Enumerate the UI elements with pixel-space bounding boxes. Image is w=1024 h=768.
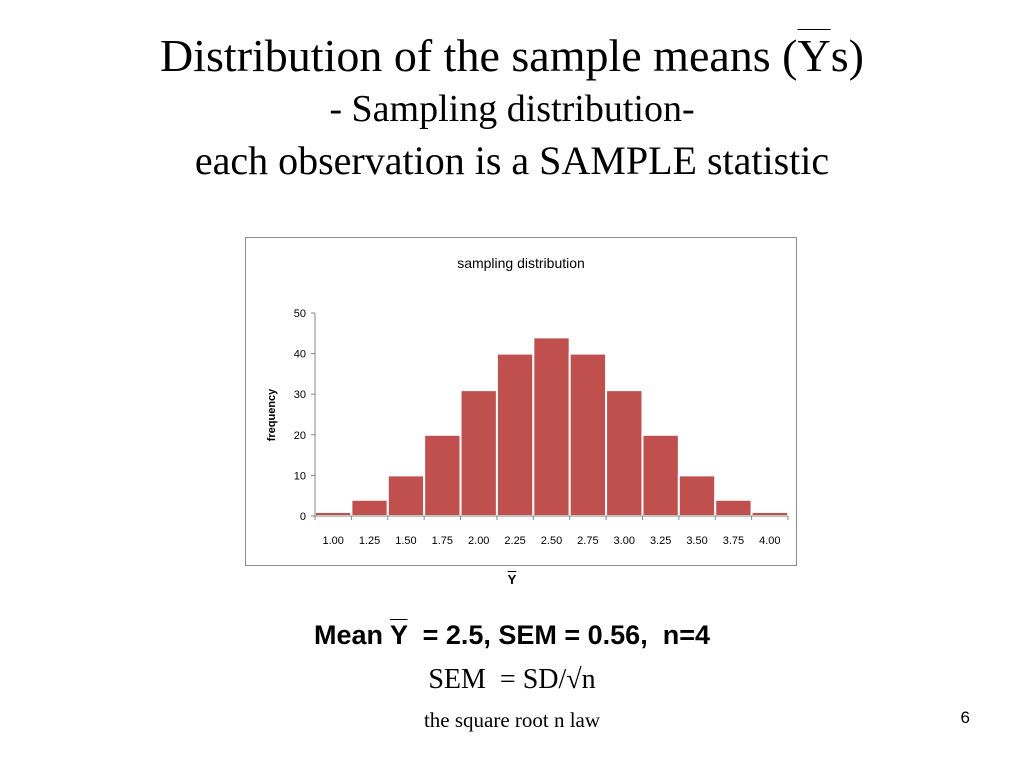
slide-subtitle-2: each observation is a SAMPLE statistic [194,138,830,183]
x-tick-label: 2.75 [577,535,598,547]
x-tick-label: 1.25 [359,535,380,547]
bar-1.25 [350,498,389,518]
bar-1.75 [423,433,462,517]
square-root-law-note: the square root n law [423,708,601,732]
slide-title-block: Distribution of the sample means (Ys) - … [0,28,1024,188]
title-suffix: s) [830,30,864,81]
mean-ybar: Y [390,620,408,650]
x-tick-label: 1.75 [432,535,453,547]
title-prefix: Distribution of the sample means ( [160,30,798,81]
chart-title: sampling distribution [457,255,585,271]
title-ybar: Y [797,30,831,81]
x-tick-label: 2.00 [468,535,489,547]
y-tick-label: 20 [294,430,306,442]
bar-3.25 [641,433,680,517]
x-tick-label: 2.50 [541,535,562,547]
bars-group [314,336,790,518]
bar-1.50 [386,474,426,517]
y-tick-label: 50 [294,308,306,320]
x-axis-label: Y [507,572,517,587]
mean-summary: Mean Y = 2.5, SEM = 0.56, n=4 [0,620,1024,651]
bar-2.00 [459,389,498,517]
y-axis-label: frequency [266,388,278,441]
slide-title: Distribution of the sample means (Ys) [0,28,1024,84]
x-tick-label: 2.25 [504,535,525,547]
mean-suffix: = 2.5, SEM = 0.56, n=4 [407,620,710,650]
slide-subtitle: - Sampling distribution- [329,88,695,130]
y-tick-label: 0 [300,511,306,523]
x-tick-label: 1.50 [395,535,416,547]
bar-4.00 [750,510,790,518]
mean-prefix: Mean [314,620,391,650]
bar-1.00 [314,510,353,518]
bar-3.75 [714,498,753,518]
x-tick-label: 1.00 [322,535,343,547]
x-tick-label: 3.75 [723,535,744,547]
sem-formula: SEM = SD/√n [428,664,596,695]
x-tick-label: 3.25 [650,535,671,547]
bar-chart: sampling distribution frequency 0 10 20 30 4… [266,255,790,547]
x-tick-label: 3.50 [686,535,707,547]
bar-3.50 [677,474,717,517]
page-number: 6 [960,708,970,727]
x-tick-label: 4.00 [759,535,780,547]
x-tick-label: 3.00 [614,535,635,547]
y-tick-label: 30 [294,389,306,401]
axes-group: 0 10 20 30 40 50 1.00 1.25 1.50 1.75 2.00 2.25 2.50 2… [294,308,789,547]
bar-2.25 [495,352,535,517]
bar-2.50 [532,336,571,517]
x-axis-label-wrap: Y [0,572,1024,587]
chart-frame: sampling distribution frequency 0 10 20 30 4… [245,237,797,566]
y-tick-label: 10 [294,470,306,482]
bar-2.75 [568,352,608,517]
y-tick-label: 40 [294,349,306,361]
bar-3.00 [605,389,644,517]
